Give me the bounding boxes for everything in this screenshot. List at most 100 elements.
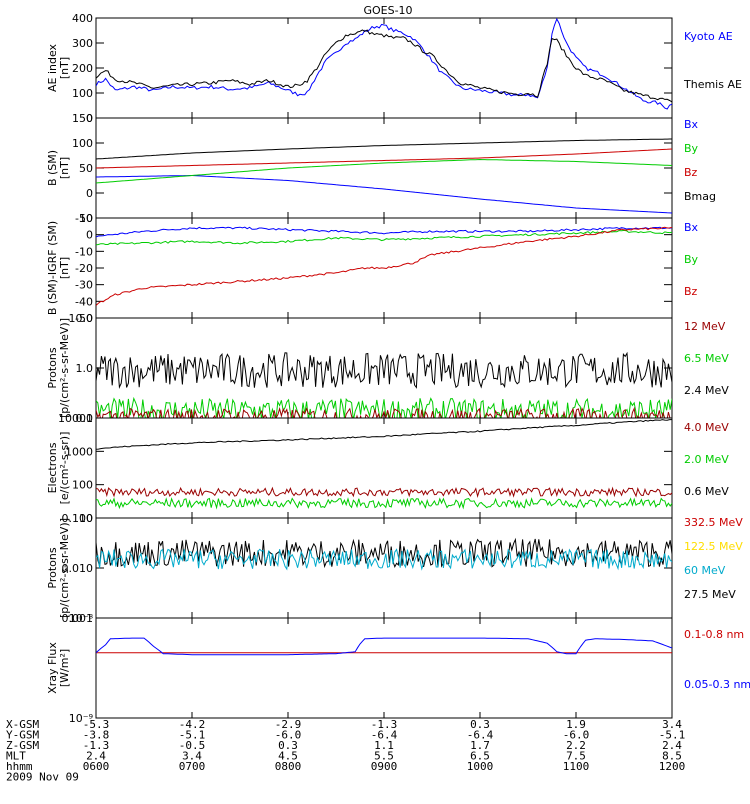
series-line — [96, 637, 672, 656]
y-axis-label: B (SM) — [46, 150, 59, 186]
legend-label: 27.5 MeV — [684, 588, 736, 601]
legend-label: 0.6 MeV — [684, 485, 729, 498]
legend-label: Bx — [684, 221, 699, 234]
y-tick-label: 10 — [79, 512, 93, 525]
legend-label: 0.05-0.3 nm — [684, 678, 750, 691]
panel-protons-low: 0.1 1.0 10.0 Protons [p/(cm²-s-sr-MeV)] 12 Me… — [46, 312, 729, 425]
ephemeris-row-label: Z-GSM — [6, 739, 39, 752]
ephemeris-value: -1.3 — [371, 718, 398, 731]
ephemeris-value: -6.0 — [563, 729, 590, 742]
panel-ae: 0 100 200 300 400 AE index [nT] Kyoto AE Themis … — [46, 12, 742, 125]
y-tick-label: 100 — [72, 87, 93, 100]
series-line — [96, 351, 672, 390]
date-label: 2009 Nov 09 — [6, 771, 79, 784]
legend-label: 332.5 MeV — [684, 516, 743, 529]
panel-protons-high: 0.001 0.010 0.100 Protons [p/(cm²-s-sr-MeV)]… — [46, 512, 743, 625]
ephemeris-value: 1200 — [659, 760, 686, 773]
ephemeris-value: -2.9 — [275, 718, 302, 731]
y-tick-label: 150 — [72, 112, 93, 125]
legend-label: Kyoto AE — [684, 30, 733, 43]
ephemeris-row-label: MLT — [6, 750, 26, 763]
legend-label: 0.1-0.8 nm — [684, 628, 744, 641]
legend-label: By — [684, 142, 699, 155]
y-tick-label: 0.010 — [62, 562, 94, 575]
legend-label: Bmag — [684, 190, 716, 203]
y-tick-label: 1.0 — [76, 362, 94, 375]
panel-electrons: 10 100 1000 10000 Electrons [e/(cm²-s-sr)] 4.0… — [46, 412, 729, 525]
ephemeris-value: -5.1 — [659, 729, 686, 742]
y-tick-label: -40 — [75, 295, 93, 308]
series-line — [96, 406, 671, 418]
ephemeris-value: 0600 — [83, 760, 110, 773]
ephemeris-value: 2.4 — [86, 750, 106, 763]
legend-label: 2.4 MeV — [684, 384, 729, 397]
ephemeris-value: 1.9 — [566, 718, 586, 731]
legend-label: Themis AE — [683, 78, 742, 91]
series-line — [96, 148, 672, 169]
legend-label: 12 MeV — [684, 320, 726, 333]
ephemeris-value: -5.1 — [179, 729, 206, 742]
y-tick-label: 50 — [79, 162, 93, 175]
y-axis-label: AE index — [46, 43, 59, 92]
y-axis-label: Protons — [46, 347, 59, 388]
series-line — [96, 138, 672, 160]
y-tick-label: -10 — [75, 245, 93, 258]
ephemeris-value: 3.4 — [182, 750, 202, 763]
ephemeris-table: X-GSM -5.3 -4.2 -2.9 -1.3 0.3 1.9 3.4Y-GSM -3.8-… — [6, 718, 685, 784]
series-line — [96, 29, 672, 103]
y-tick-label: 10 — [79, 212, 93, 225]
legend-label: Bz — [684, 166, 698, 179]
series-line — [96, 226, 672, 306]
ephemeris-row-label: hhmm — [6, 760, 33, 773]
series-line — [96, 18, 672, 110]
legend-label: 60 MeV — [684, 564, 726, 577]
series-line — [96, 175, 672, 214]
y-tick-label: -50 — [75, 212, 93, 225]
ephemeris-value: 1.7 — [470, 739, 490, 752]
ephemeris-value: 2.4 — [662, 739, 682, 752]
y-tick-label: 0 — [86, 112, 93, 125]
series-line — [96, 229, 672, 246]
ephemeris-value: -4.2 — [179, 718, 206, 731]
y-tick-label: -30 — [75, 279, 93, 292]
ephemeris-row-label: Y-GSM — [6, 729, 39, 742]
panel-frame — [95, 617, 673, 719]
series-line — [96, 158, 672, 184]
ephemeris-value: 4.5 — [278, 750, 298, 763]
y-tick-label: 0.001 — [62, 612, 94, 625]
y-tick-label: 10.0 — [69, 312, 94, 325]
ephemeris-value: 3.4 — [662, 718, 682, 731]
ephemeris-value: 1100 — [563, 760, 590, 773]
y-tick-label: 1000 — [65, 445, 93, 458]
legend-label: Bz — [684, 285, 698, 298]
ephemeris-value: -5.3 — [83, 718, 110, 731]
y-axis-label: [p/(cm²-s-sr-MeV)] — [58, 518, 71, 618]
series-line — [96, 486, 672, 498]
legend-label: 122.5 MeV — [684, 540, 743, 553]
ephemeris-value: -6.0 — [275, 729, 302, 742]
y-tick-label: -50 — [75, 312, 93, 325]
panel-bres: -50 -40 -30 -20 -10 0 10 B (SM)-IGRF (SM) [nT] Bx… — [46, 212, 699, 325]
ephemeris-value: 1.1 — [374, 739, 394, 752]
y-tick-label: 0.1 — [76, 412, 94, 425]
y-tick-label: 0 — [86, 187, 93, 200]
y-axis-label: Protons — [46, 547, 59, 588]
y-tick-label: -20 — [75, 262, 93, 275]
ephemeris-value: 0900 — [371, 760, 398, 773]
ephemeris-value: 0800 — [275, 760, 302, 773]
legend-label: Bx — [684, 118, 699, 131]
ephemeris-value: -6.4 — [467, 729, 494, 742]
y-axis-label: [nT] — [58, 157, 71, 179]
ephemeris-value: 1000 — [467, 760, 494, 773]
ephemeris-value: 0.3 — [278, 739, 298, 752]
y-tick-label: 10⁻⁹ — [69, 712, 93, 725]
y-tick-label: 10000 — [58, 412, 93, 425]
y-tick-label: 0.100 — [62, 512, 94, 525]
y-axis-label: B (SM)-IGRF (SM) — [46, 221, 59, 315]
series-line — [96, 548, 672, 571]
ephemeris-row-label: X-GSM — [6, 718, 39, 731]
y-tick-label: 100 — [72, 479, 93, 492]
